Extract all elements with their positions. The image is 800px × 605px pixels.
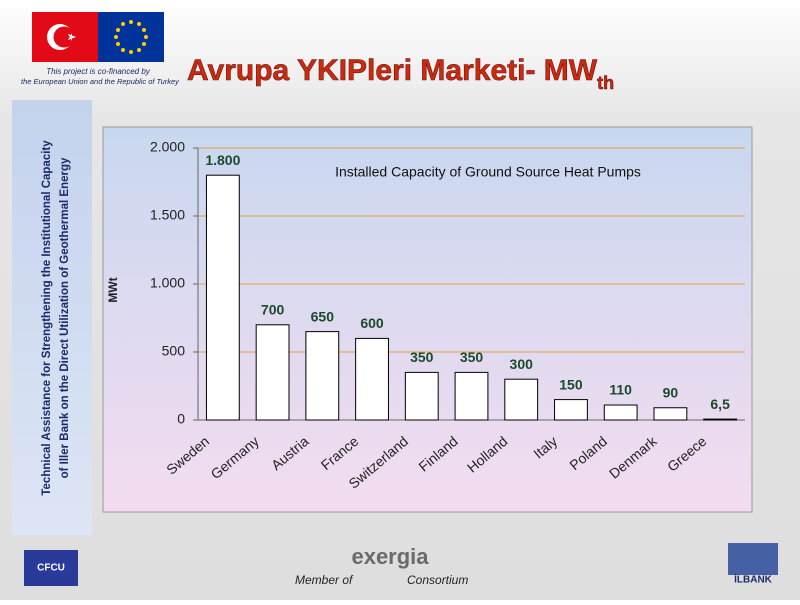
- value-label: 150: [559, 376, 583, 392]
- flags: [32, 12, 164, 62]
- logo-text: exergia: [351, 544, 429, 569]
- y-tick-label: 500: [162, 343, 186, 359]
- bar: [653, 407, 688, 421]
- bar: [355, 337, 389, 421]
- title-subscript: th: [597, 73, 614, 93]
- footer-text: Consortium: [407, 573, 468, 587]
- value-label: 650: [311, 308, 335, 324]
- y-tick-label: 0: [177, 411, 185, 427]
- value-label: 90: [663, 384, 679, 400]
- ilbank-logo: İLBANK: [728, 543, 778, 586]
- cfcu-logo: CFCU: [24, 550, 78, 586]
- bar: [454, 371, 489, 421]
- bar: [205, 174, 240, 421]
- cofinance-note: This project is co-financed by: [46, 67, 151, 76]
- bar: [255, 324, 290, 421]
- sidebar: [12, 100, 92, 535]
- sidebar-text: Technical Assistance for Strengthening t…: [41, 140, 53, 496]
- bar: [404, 371, 439, 421]
- value-label: 350: [410, 349, 434, 365]
- y-axis-label: MWt: [106, 277, 120, 302]
- value-label: 350: [460, 349, 484, 365]
- slide-title: Avrupa YKIPleri Marketi- MWth: [187, 54, 614, 93]
- logo-text: İLBANK: [734, 573, 773, 586]
- cofinance-note: the European Union and the Republic of T…: [21, 77, 180, 86]
- value-label: 600: [360, 315, 384, 331]
- bar: [504, 378, 539, 421]
- y-tick-label: 1.000: [150, 275, 185, 291]
- value-label: 6,5: [710, 396, 730, 412]
- footer-text: Member of: [295, 573, 354, 587]
- y-tick-label: 1.500: [150, 207, 185, 223]
- value-label: 300: [510, 356, 534, 372]
- value-label: 110: [609, 382, 632, 398]
- bar: [703, 418, 738, 421]
- bar: [554, 399, 588, 421]
- y-tick-label: 2.000: [150, 139, 185, 155]
- chart-title: Installed Capacity of Ground Source Heat…: [335, 164, 641, 180]
- sidebar-text: of Iller Bank on the Direct Utilization …: [59, 157, 71, 478]
- title-main: Avrupa YKIPleri Marketi- MW: [187, 54, 598, 87]
- logo-text: CFCU: [37, 563, 65, 574]
- value-label: 700: [261, 302, 285, 318]
- bar: [603, 404, 638, 421]
- value-label: 1.800: [205, 152, 240, 168]
- bar: [305, 331, 340, 421]
